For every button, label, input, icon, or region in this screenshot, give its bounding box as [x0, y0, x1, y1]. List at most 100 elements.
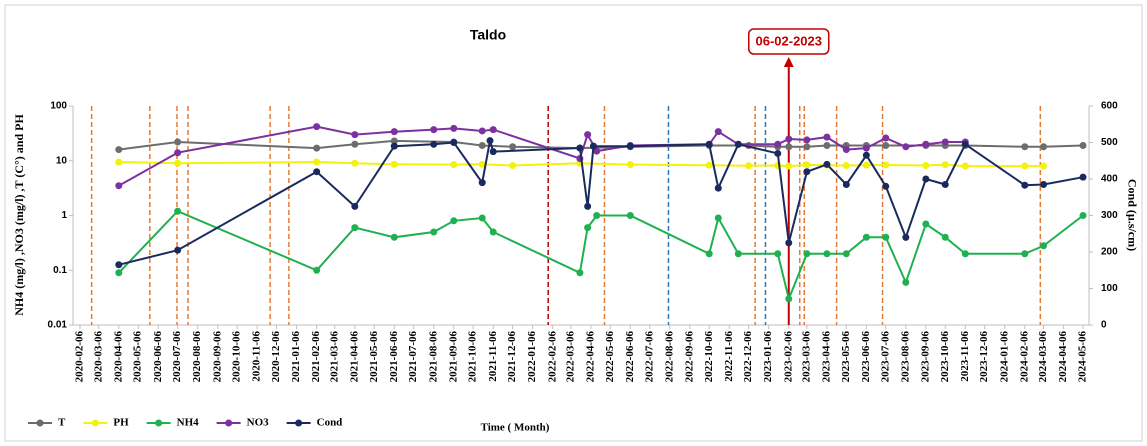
data-point	[882, 233, 890, 241]
x-tick-label: 2020-05-06	[132, 331, 144, 383]
data-point	[351, 202, 359, 210]
legend-label: NH4	[177, 417, 200, 429]
data-point	[174, 159, 182, 167]
data-point	[174, 138, 182, 146]
data-point	[626, 142, 634, 150]
data-point	[576, 144, 584, 152]
x-tick-label: 2022-10-06	[703, 331, 715, 383]
x-tick-label: 2020-02-06	[74, 331, 86, 383]
data-point	[961, 162, 969, 170]
x-tick-label: 2023-08-06	[899, 331, 911, 383]
x-tick-label: 2022-11-06	[723, 331, 735, 382]
data-point	[351, 224, 359, 232]
legend-label: T	[58, 417, 66, 429]
y-axis-label: NH4 (mg/l) ,NO3 (mg/l) ,T (C°) and PH	[12, 114, 26, 316]
data-point	[486, 137, 494, 145]
x-tick-label: 2024-05-06	[1077, 331, 1089, 383]
x-tick-label: 2021-02-06	[310, 331, 322, 383]
data-point	[961, 250, 969, 258]
y2-tick-label: 300	[1101, 210, 1118, 221]
x-tick-label: 2024-01-06	[998, 331, 1010, 383]
y2-tick-label: 400	[1101, 174, 1118, 185]
data-point	[584, 202, 592, 210]
x-tick-label: 2023-10-06	[939, 331, 951, 383]
data-point	[593, 147, 601, 155]
data-point	[115, 261, 123, 269]
data-point	[313, 144, 321, 152]
x-tick-label: 2024-03-06	[1037, 331, 1049, 383]
y2-axis-label: Cond (µ.s/cm)	[1125, 179, 1139, 251]
x-tick-label: 2022-02-06	[546, 331, 558, 383]
x-tick-label: 2022-03-06	[564, 331, 576, 383]
data-point	[941, 180, 949, 188]
data-point	[785, 135, 793, 143]
data-point	[734, 140, 742, 148]
legend-label: NO3	[247, 417, 270, 429]
data-point	[626, 212, 634, 219]
y-tick-label: 1	[61, 210, 67, 221]
data-point	[842, 161, 850, 169]
x-tick-label: 2023-02-06	[782, 331, 794, 383]
x-tick-label: 2021-07-06	[407, 331, 419, 383]
x-tick-label: 2023-12-06	[978, 331, 990, 383]
data-point	[1021, 181, 1029, 189]
data-point	[803, 250, 811, 258]
data-point	[823, 250, 831, 258]
data-point	[941, 161, 949, 169]
data-point	[714, 214, 722, 222]
x-tick-label: 2022-01-06	[526, 331, 538, 383]
y-tick-label: 0.1	[53, 265, 67, 276]
data-point	[313, 266, 321, 274]
data-point	[734, 250, 742, 258]
data-point	[882, 182, 890, 190]
data-point	[862, 233, 870, 241]
legend-marker	[155, 419, 163, 427]
data-point	[593, 212, 601, 219]
data-point	[774, 149, 782, 157]
data-point	[705, 250, 713, 258]
data-point	[823, 133, 831, 141]
data-point	[882, 134, 890, 142]
data-point	[842, 250, 850, 258]
data-point	[509, 143, 517, 151]
x-tick-label: 2021-11-06	[487, 331, 499, 382]
data-point	[115, 146, 123, 154]
data-point	[174, 149, 182, 157]
x-tick-label: 2021-03-06	[328, 331, 340, 383]
x-tick-label: 2020-06-06	[152, 331, 164, 383]
data-point	[714, 128, 722, 136]
data-point	[313, 123, 321, 131]
annotation-box	[748, 28, 830, 55]
legend-label: Cond	[317, 417, 343, 429]
x-tick-label: 2023-06-06	[860, 331, 872, 383]
data-point	[115, 182, 123, 190]
x-tick-label: 2021-08-06	[427, 331, 439, 383]
data-point	[902, 143, 910, 151]
data-point	[450, 139, 458, 146]
legend-marker	[36, 419, 44, 427]
data-point	[313, 158, 321, 166]
data-point	[823, 160, 831, 168]
x-tick-label: 2020-07-06	[171, 331, 183, 383]
data-point	[584, 224, 592, 232]
data-point	[478, 160, 486, 168]
data-point	[478, 179, 486, 187]
data-point	[785, 162, 793, 170]
data-point	[803, 168, 811, 176]
x-tick-label: 2023-07-06	[879, 331, 891, 383]
chart-frame	[4, 4, 1143, 442]
data-point	[390, 233, 398, 241]
x-tick-label: 2022-06-06	[624, 331, 636, 383]
data-point	[576, 269, 584, 277]
data-point	[1021, 162, 1029, 170]
data-point	[941, 138, 949, 146]
y-tick-label: 10	[56, 155, 68, 166]
data-point	[478, 141, 486, 149]
annotation-text: 06-02-2023	[756, 33, 823, 48]
data-point	[961, 140, 969, 148]
data-point	[902, 233, 910, 241]
legend-marker	[225, 419, 233, 427]
data-point	[922, 220, 930, 228]
data-point	[882, 161, 890, 169]
